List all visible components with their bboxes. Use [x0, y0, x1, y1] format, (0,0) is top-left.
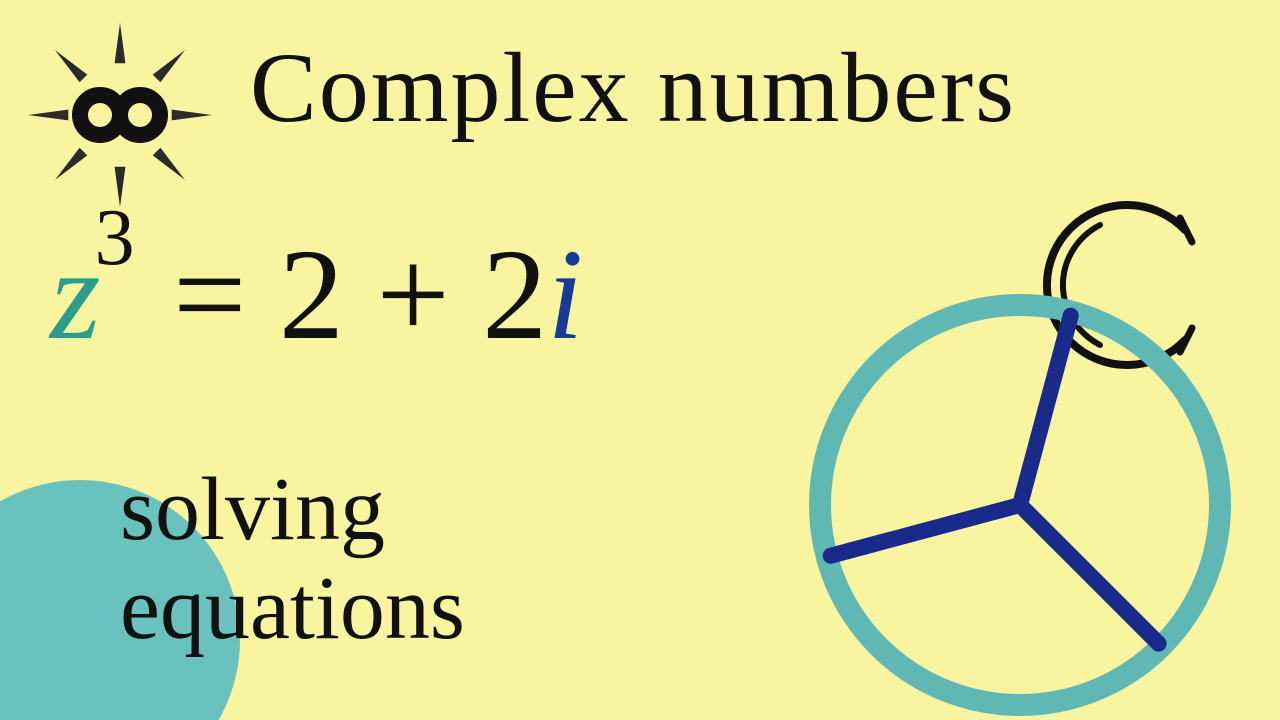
subtitle: solving equations — [120, 460, 465, 658]
equation-z: z — [50, 223, 101, 367]
sun-infinity-logo — [20, 15, 220, 220]
equation: z3 = 2 + 2i — [50, 220, 583, 370]
equation-i: i — [547, 223, 583, 367]
roots-diagram — [800, 285, 1240, 720]
page-title: Complex numbers — [250, 30, 1016, 145]
equation-middle: = 2 + 2 — [141, 223, 548, 367]
equation-exponent: 3 — [95, 194, 135, 282]
subtitle-line-1: solving — [120, 460, 465, 559]
subtitle-line-2: equations — [120, 559, 465, 658]
